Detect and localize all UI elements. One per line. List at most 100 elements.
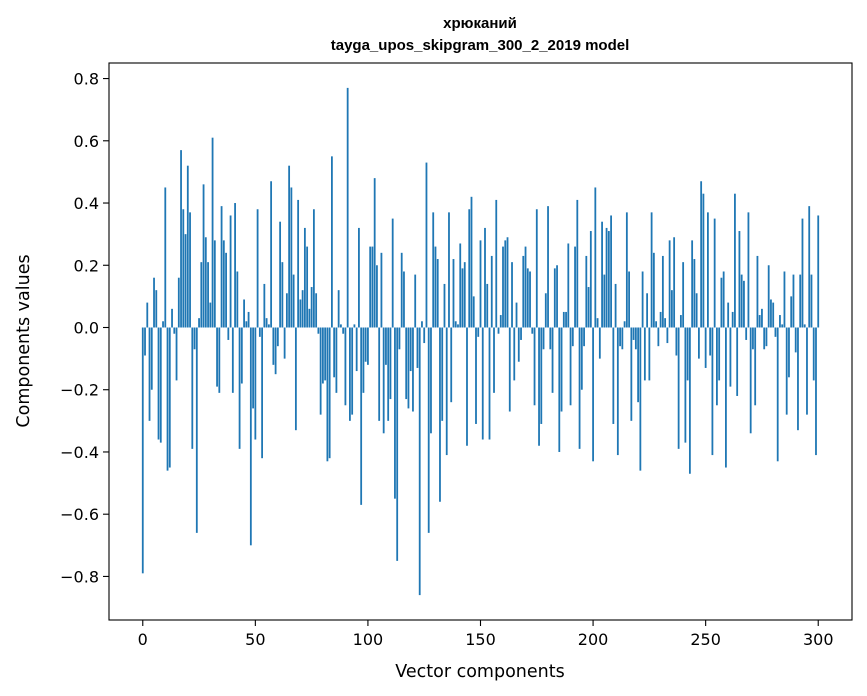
bar-181 bbox=[549, 327, 552, 350]
bar-127 bbox=[427, 327, 430, 533]
bar-52 bbox=[258, 327, 261, 337]
bar-106 bbox=[380, 252, 383, 328]
bar-165 bbox=[513, 327, 516, 381]
bar-32 bbox=[213, 240, 216, 328]
bar-264 bbox=[736, 327, 739, 396]
bar-3 bbox=[148, 327, 151, 421]
bar-248 bbox=[700, 181, 703, 328]
bar-210 bbox=[614, 283, 617, 328]
bar-94 bbox=[353, 324, 356, 328]
bar-44 bbox=[240, 327, 243, 384]
bar-284 bbox=[781, 324, 784, 328]
bar-77 bbox=[315, 293, 318, 328]
bar-199 bbox=[589, 231, 592, 328]
bar-278 bbox=[767, 265, 770, 328]
bar-243 bbox=[688, 327, 691, 474]
bar-140 bbox=[457, 324, 459, 328]
bar-11 bbox=[166, 327, 169, 471]
bar-22 bbox=[191, 327, 194, 449]
bar-29 bbox=[207, 262, 209, 328]
bar-237 bbox=[675, 327, 678, 356]
bars-group bbox=[141, 87, 820, 596]
bar-134 bbox=[443, 283, 446, 328]
bar-143 bbox=[463, 262, 466, 328]
bar-204 bbox=[601, 221, 603, 328]
bar-5 bbox=[153, 277, 155, 328]
bar-274 bbox=[758, 315, 761, 328]
bar-137 bbox=[450, 327, 453, 403]
bar-47 bbox=[247, 311, 250, 328]
bar-19 bbox=[184, 234, 187, 328]
bar-107 bbox=[382, 327, 385, 434]
bar-17 bbox=[180, 150, 182, 328]
bar-215 bbox=[625, 212, 628, 328]
bar-193 bbox=[576, 199, 579, 328]
bar-241 bbox=[684, 327, 687, 443]
bar-108 bbox=[385, 327, 387, 365]
bar-238 bbox=[677, 327, 680, 449]
bar-188 bbox=[565, 311, 567, 328]
bar-40 bbox=[231, 327, 234, 393]
bar-142 bbox=[461, 268, 464, 328]
bar-53 bbox=[261, 327, 263, 459]
bar-146 bbox=[470, 196, 473, 328]
bar-24 bbox=[195, 327, 198, 533]
bar-80 bbox=[321, 327, 324, 384]
bar-20 bbox=[186, 165, 189, 328]
bar-91 bbox=[346, 87, 349, 328]
bar-279 bbox=[770, 299, 772, 328]
bar-217 bbox=[630, 327, 633, 421]
bar-268 bbox=[745, 327, 748, 340]
bar-100 bbox=[367, 327, 369, 365]
bar-99 bbox=[364, 327, 367, 362]
bar-246 bbox=[695, 293, 698, 328]
bar-189 bbox=[567, 243, 570, 328]
bar-49 bbox=[252, 327, 254, 409]
bar-249 bbox=[702, 193, 705, 328]
bar-300 bbox=[817, 215, 820, 328]
bar-103 bbox=[373, 178, 376, 328]
bar-148 bbox=[475, 327, 477, 424]
x-tick-label: 50 bbox=[245, 630, 265, 649]
bar-60 bbox=[276, 327, 279, 347]
bar-198 bbox=[587, 287, 590, 328]
bar-220 bbox=[637, 327, 640, 403]
bar-233 bbox=[666, 327, 669, 344]
bar-218 bbox=[632, 327, 635, 340]
bar-95 bbox=[355, 327, 358, 372]
bar-190 bbox=[569, 327, 572, 406]
bar-82 bbox=[326, 327, 329, 462]
bar-203 bbox=[598, 327, 601, 359]
bar-282 bbox=[776, 327, 779, 462]
bar-294 bbox=[803, 324, 806, 328]
bar-205 bbox=[603, 274, 606, 328]
bar-76 bbox=[312, 209, 315, 328]
bar-149 bbox=[477, 327, 480, 337]
bar-179 bbox=[544, 293, 547, 328]
bar-122 bbox=[416, 327, 419, 368]
y-tick-label: −0.6 bbox=[60, 505, 99, 524]
bar-184 bbox=[556, 265, 558, 328]
bar-153 bbox=[486, 283, 489, 328]
bar-28 bbox=[204, 237, 207, 328]
bar-159 bbox=[499, 315, 502, 328]
bar-258 bbox=[722, 271, 725, 328]
bar-176 bbox=[538, 327, 540, 446]
bar-54 bbox=[263, 283, 266, 328]
x-tick-label: 250 bbox=[690, 630, 721, 649]
bar-16 bbox=[177, 277, 180, 328]
bar-138 bbox=[452, 259, 455, 328]
bar-242 bbox=[686, 327, 689, 381]
bar-150 bbox=[479, 240, 482, 328]
bar-289 bbox=[792, 274, 795, 328]
bar-113 bbox=[396, 327, 399, 561]
bar-221 bbox=[639, 327, 642, 471]
bar-78 bbox=[317, 327, 320, 334]
bar-291 bbox=[797, 327, 799, 431]
bar-287 bbox=[788, 327, 790, 378]
bar-116 bbox=[403, 271, 405, 328]
bar-83 bbox=[328, 327, 331, 459]
bar-41 bbox=[234, 203, 236, 328]
bar-281 bbox=[774, 327, 777, 337]
